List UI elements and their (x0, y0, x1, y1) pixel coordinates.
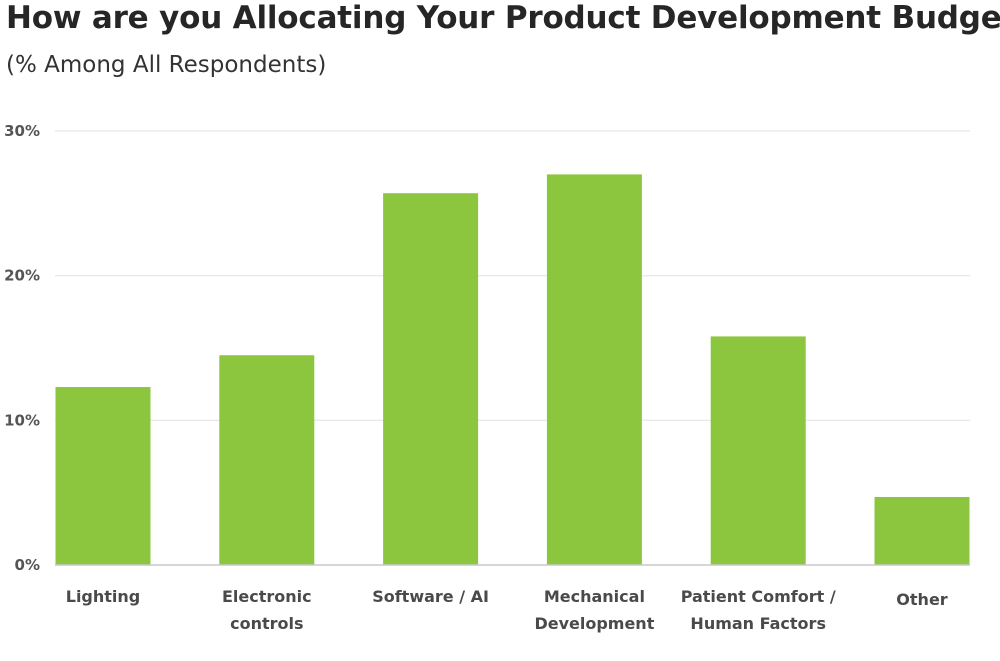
x-category-label-line: Lighting (66, 587, 141, 606)
x-category-label: Software / AI (372, 587, 489, 606)
x-category-label-line: controls (230, 614, 303, 633)
y-axis-ticks: 0% 10% 20% 30% (4, 122, 40, 574)
x-category-label-line: Electronic (222, 587, 312, 606)
x-category-label-line: Mechanical (544, 587, 645, 606)
bar-3 (546, 174, 642, 565)
x-category-label: Lighting (66, 587, 141, 606)
bar-2 (383, 193, 479, 565)
bar-4 (710, 336, 806, 565)
y-tick-label: 30% (4, 122, 40, 140)
bar-0 (55, 387, 151, 565)
chart-subtitle: (% Among All Respondents) (6, 52, 327, 78)
grid-lines (55, 130, 970, 421)
x-category-label-line: Patient Comfort / (681, 587, 836, 606)
y-tick-label: 0% (15, 556, 40, 574)
bar-1 (219, 355, 315, 565)
y-tick-label: 20% (4, 267, 40, 285)
x-category-label: Other (896, 590, 947, 609)
x-category-label-line: Software / AI (372, 587, 489, 606)
x-category-label-line: Other (896, 590, 947, 609)
bar-5 (874, 497, 970, 565)
x-category-label: Patient Comfort / Human Factors (681, 587, 836, 633)
x-category-label: Mechanical Development (534, 587, 654, 633)
y-tick-label: 10% (4, 411, 40, 429)
x-category-label-line: Human Factors (690, 614, 826, 633)
x-axis-labels: Lighting Electronic controls Software / AI M… (66, 587, 948, 633)
x-category-label-line: Development (534, 614, 654, 633)
x-category-label: Electronic controls (222, 587, 312, 633)
bars (55, 174, 970, 565)
chart-title: How are you Allocating Your Product Deve… (6, 0, 1000, 36)
